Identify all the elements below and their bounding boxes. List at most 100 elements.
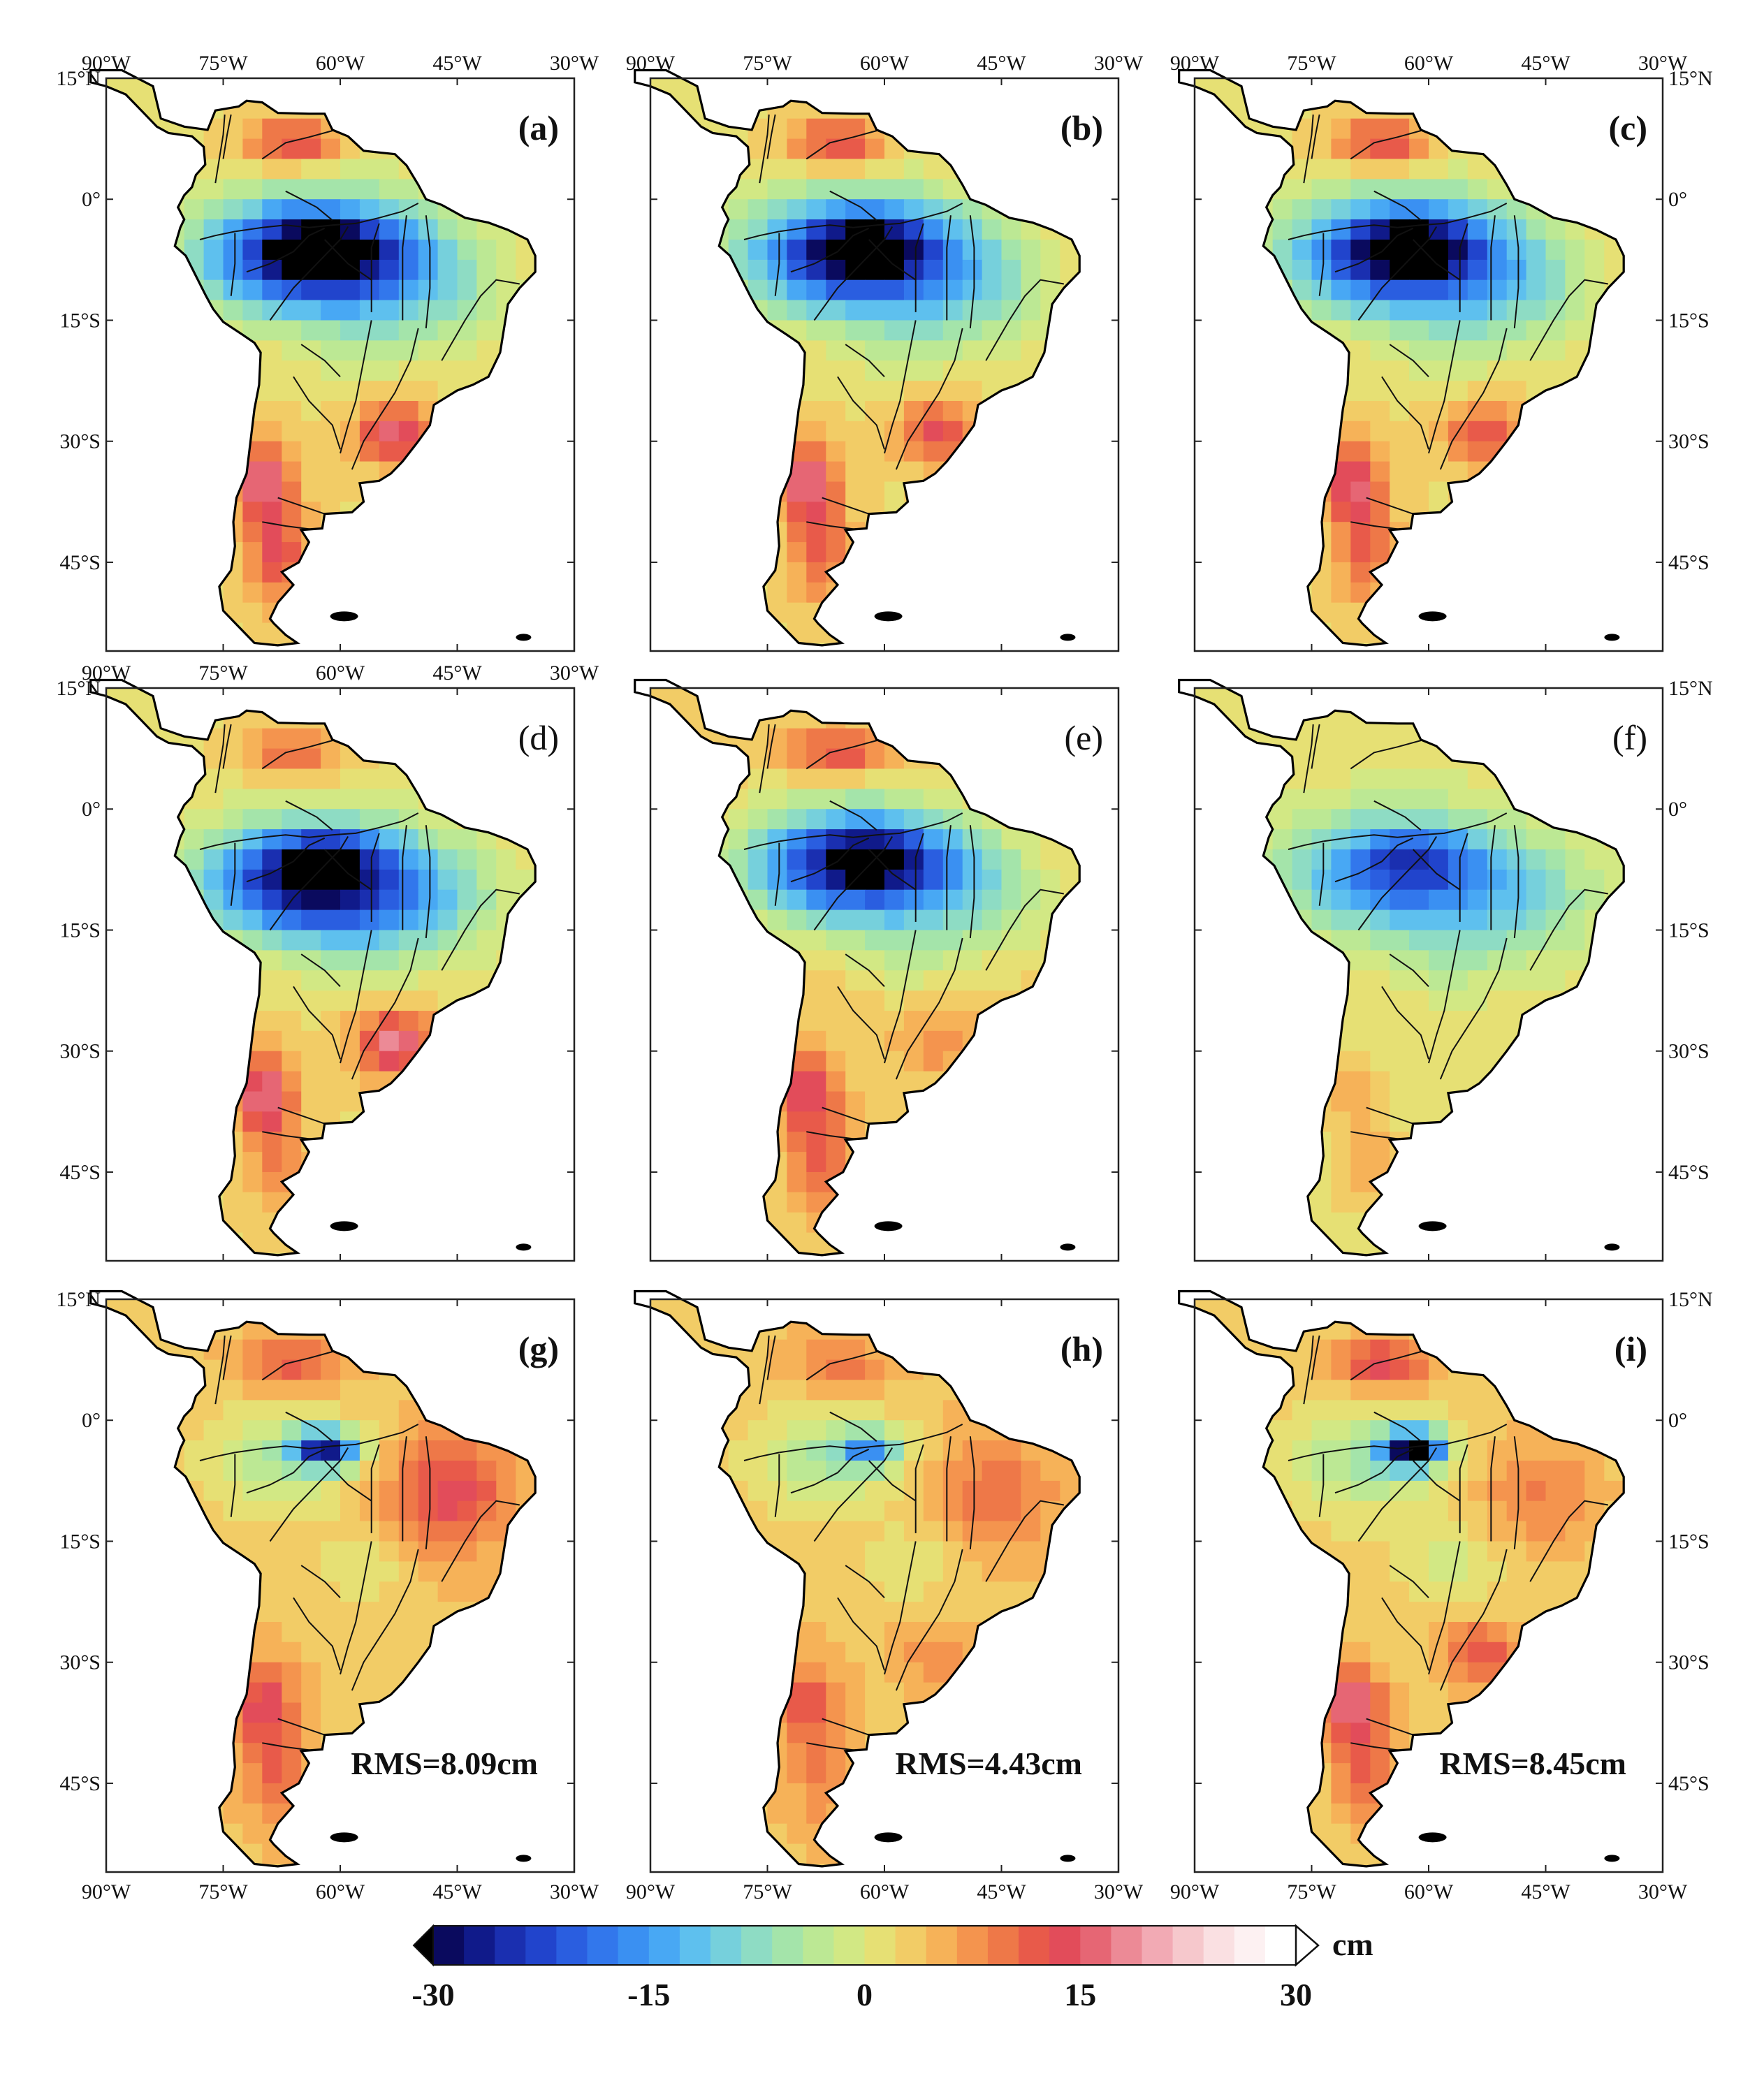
falklands-island: [330, 1832, 358, 1842]
colorbar-swatch: [556, 1926, 588, 1965]
lon-tick-label: 60°W: [1404, 1880, 1454, 1903]
lon-tick-label: 30°W: [1638, 1880, 1688, 1903]
lon-tick-label: 45°W: [1521, 52, 1570, 75]
lon-tick-label: 30°W: [550, 52, 599, 75]
lon-tick-label: 90°W: [1170, 1880, 1220, 1903]
panel-label: (e): [1065, 718, 1104, 757]
lon-tick-label: 30°W: [1094, 52, 1144, 75]
lon-tick-label: 75°W: [198, 661, 248, 685]
falklands-island: [1419, 1832, 1447, 1842]
panel-label: (b): [1060, 108, 1103, 147]
lon-tick-label: 90°W: [626, 1880, 676, 1903]
south-georgia-island: [1060, 1855, 1075, 1862]
lat-tick-label: 45°S: [1668, 1161, 1710, 1184]
lon-tick-label: 60°W: [316, 661, 365, 685]
lat-tick-label: 15°N: [56, 67, 101, 90]
colorbar-swatch: [525, 1926, 557, 1965]
colorbar-swatch: [772, 1926, 803, 1965]
colorbar-swatch: [1234, 1926, 1266, 1965]
colorbar-swatch: [803, 1926, 834, 1965]
south-georgia-island: [516, 1243, 531, 1250]
colorbar-swatch: [988, 1926, 1019, 1965]
colorbar-swatch: [833, 1926, 865, 1965]
south-georgia-island: [1060, 1243, 1075, 1250]
lon-tick-label: 30°W: [1094, 1880, 1144, 1903]
colorbar-min-arrow: [414, 1926, 433, 1965]
lat-tick-label: 30°S: [1668, 430, 1710, 453]
falklands-island: [1419, 611, 1447, 621]
lat-tick-label: 0°: [82, 188, 101, 211]
lat-tick-label: 15°S: [59, 309, 101, 332]
panel-label: (f): [1612, 718, 1647, 757]
lon-tick-label: 75°W: [743, 52, 792, 75]
falklands-island: [1419, 1221, 1447, 1231]
lon-tick-label: 45°W: [1521, 1880, 1570, 1903]
lat-tick-label: 45°S: [59, 551, 101, 574]
lat-tick-label: 15°S: [1668, 919, 1710, 942]
colorbar-swatch: [680, 1926, 711, 1965]
lat-tick-label: 0°: [82, 798, 101, 821]
lon-tick-label: 60°W: [1404, 52, 1454, 75]
lat-tick-label: 15°S: [59, 1530, 101, 1553]
lat-tick-label: 30°S: [1668, 1651, 1710, 1674]
lat-tick-label: 30°S: [1668, 1040, 1710, 1063]
lon-tick-label: 75°W: [198, 52, 248, 75]
lat-tick-label: 15°N: [56, 1288, 101, 1311]
lat-tick-label: 30°S: [59, 1651, 101, 1674]
rms-label: RMS=8.45cm: [1439, 1746, 1626, 1781]
colorbar-tick-label: -15: [627, 1977, 670, 2012]
south-georgia-island: [516, 634, 531, 641]
south-georgia-island: [1604, 1855, 1619, 1862]
lon-tick-label: 45°W: [432, 52, 482, 75]
colorbar-swatch: [1111, 1926, 1142, 1965]
panel-label: (d): [518, 718, 559, 757]
lon-tick-label: 45°W: [432, 1880, 482, 1903]
colorbar-max-arrow: [1296, 1926, 1318, 1965]
colorbar-swatch: [896, 1926, 927, 1965]
lon-tick-label: 75°W: [1287, 52, 1336, 75]
lat-tick-label: 0°: [1668, 188, 1687, 211]
falklands-island: [330, 1221, 358, 1231]
colorbar-swatch: [1265, 1926, 1297, 1965]
lon-tick-label: 60°W: [316, 1880, 365, 1903]
lat-tick-label: 30°S: [59, 430, 101, 453]
lat-tick-label: 15°N: [1668, 67, 1713, 90]
lon-tick-label: 60°W: [316, 52, 365, 75]
lat-tick-label: 45°S: [59, 1161, 101, 1184]
colorbar-tick-label: -30: [411, 1977, 454, 2012]
lat-tick-label: 0°: [1668, 1409, 1687, 1432]
lat-tick-label: 45°S: [1668, 551, 1710, 574]
colorbar-swatch: [926, 1926, 958, 1965]
lon-tick-label: 30°W: [550, 661, 599, 685]
lon-tick-label: 75°W: [198, 1880, 248, 1903]
colorbar-swatch: [464, 1926, 495, 1965]
panel-label: (g): [518, 1329, 559, 1368]
lon-tick-label: 45°W: [977, 52, 1026, 75]
panel-label: (c): [1609, 108, 1648, 147]
colorbar-swatch: [649, 1926, 680, 1965]
panel-label: (h): [1060, 1329, 1103, 1368]
lat-tick-label: 15°N: [1668, 677, 1713, 700]
falklands-island: [875, 1832, 903, 1842]
lat-tick-label: 15°S: [1668, 1530, 1710, 1553]
lat-tick-label: 45°S: [1668, 1772, 1710, 1795]
colorbar-swatch: [710, 1926, 742, 1965]
lon-tick-label: 75°W: [1287, 1880, 1336, 1903]
colorbar-tick-label: 0: [857, 1977, 873, 2012]
colorbar-swatch: [495, 1926, 526, 1965]
colorbar-tick-label: 15: [1064, 1977, 1096, 2012]
colorbar-swatch: [1019, 1926, 1050, 1965]
lat-tick-label: 30°S: [59, 1040, 101, 1063]
rms-label: RMS=8.09cm: [351, 1746, 538, 1781]
lat-tick-label: 0°: [1668, 798, 1687, 821]
colorbar-swatch: [1049, 1926, 1081, 1965]
